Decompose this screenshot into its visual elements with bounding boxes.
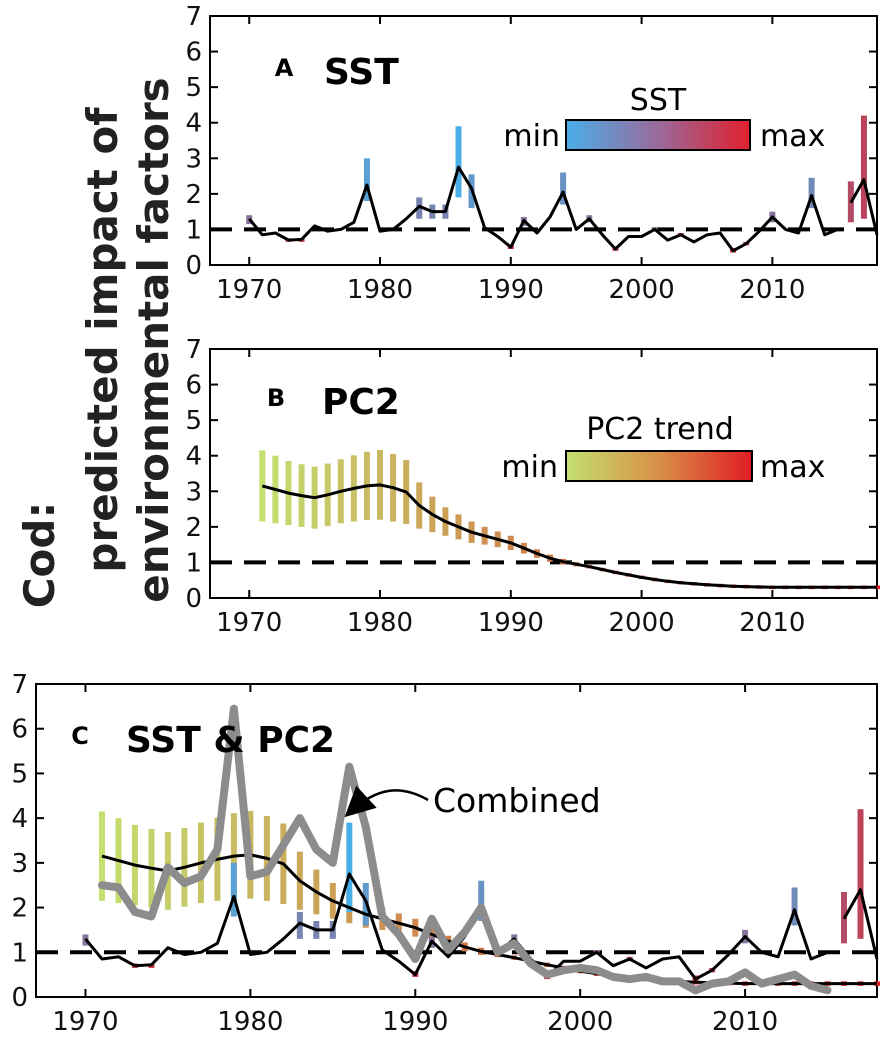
panel-b-letter: B <box>267 384 285 412</box>
panel-b-colorbar-gradient <box>565 450 753 482</box>
combined-line <box>98 704 832 995</box>
sst-uncertainty-bar <box>860 115 867 219</box>
y-tick-label: 1 <box>11 938 28 968</box>
y-tick-label: 1 <box>185 215 202 245</box>
y-tick-label: 2 <box>11 894 28 924</box>
x-tick-label: 2000 <box>609 275 675 305</box>
panel-b-colorbar-min: min <box>501 450 558 485</box>
y-tick-label: 3 <box>185 144 202 174</box>
x-tick-label: 1970 <box>216 608 282 638</box>
panel-b-axes: 0 1 2 3 4 5 6 7 1970 1980 1990 2000 2010 <box>185 335 878 638</box>
y-axis-label-line3: environmental factors <box>129 77 178 602</box>
panel-c-lines <box>84 704 879 995</box>
y-tick-label: 0 <box>185 251 202 281</box>
y-tick-label: 0 <box>185 584 202 614</box>
panel-a-title: SST <box>324 52 399 93</box>
y-tick-label: 2 <box>185 513 202 543</box>
panel-c-axes: 0 1 2 3 4 5 6 7 1970 1980 1990 2000 2010 <box>11 670 878 1037</box>
x-tick-label: 1980 <box>217 1007 283 1037</box>
sst-uncertainty-bar <box>346 822 353 913</box>
y-tick-label: 2 <box>185 180 202 210</box>
y-tick-label: 3 <box>185 477 202 507</box>
y-tick-label: 6 <box>11 715 28 745</box>
panel-c-title: SST & PC2 <box>126 720 335 761</box>
x-tick-label: 2010 <box>739 608 805 638</box>
panel-b-lines <box>261 483 877 589</box>
sst-model-line <box>84 872 829 981</box>
x-tick-label: 2000 <box>547 1007 613 1037</box>
panel-a-axes: 0 1 2 3 4 5 6 7 1970 1980 1990 2000 2010 <box>185 2 878 305</box>
panel-a-colorbar-max: max <box>760 119 825 154</box>
panel-b-colorbar-max: max <box>760 450 825 485</box>
plot-frame <box>209 348 878 599</box>
y-tick-label: 1 <box>185 548 202 578</box>
x-tick-label: 1990 <box>382 1007 448 1037</box>
x-tick-label: 2000 <box>609 608 675 638</box>
x-tick-label: 1980 <box>347 608 413 638</box>
x-tick-label: 1970 <box>52 1007 118 1037</box>
y-tick-label: 5 <box>11 759 28 789</box>
x-tick-label: 1980 <box>347 275 413 305</box>
y-tick-label: 5 <box>185 406 202 436</box>
sst-model-line-tail <box>842 888 879 960</box>
plot-frame <box>209 15 878 266</box>
panel-c-annotation: Combined <box>433 781 601 820</box>
panel-c-letter: C <box>71 722 89 750</box>
panel-a-colorbar-gradient <box>565 119 751 151</box>
panel-b-pc2: 0 1 2 3 4 5 6 7 1970 1980 1990 2000 2010 B PC2 PC2 t… <box>185 335 880 638</box>
sst-uncertainty-bar <box>478 880 485 921</box>
sst-model-line <box>248 165 839 253</box>
y-tick-label: 5 <box>185 73 202 103</box>
sst-uncertainty-bar <box>296 912 303 939</box>
panel-a-colorbar: SST min max <box>503 83 825 154</box>
panel-c-annotation-arrow <box>344 785 429 818</box>
y-tick-label: 0 <box>11 983 28 1013</box>
sst-uncertainty-bar <box>363 158 370 201</box>
panel-b-colorbar-label: PC2 trend <box>586 412 734 447</box>
panel-a-colorbar-min: min <box>503 119 560 154</box>
y-tick-label: 6 <box>185 38 202 68</box>
x-tick-label: 2010 <box>739 275 805 305</box>
y-tick-label: 4 <box>185 109 202 139</box>
sst-uncertainty-bar <box>808 177 815 209</box>
pc2-uncertainty-bar <box>98 811 105 901</box>
sst-uncertainty-bar <box>560 172 567 205</box>
pc2-model-line <box>101 853 877 986</box>
y-tick-label: 6 <box>185 371 202 401</box>
sst-model-line-tail <box>849 178 879 236</box>
panel-a-colorbar-label: SST <box>630 83 687 118</box>
panel-b-title: PC2 <box>322 382 400 423</box>
panel-a-sst: 0 1 2 3 4 5 6 7 1970 1980 1990 2000 2010 A SST SST m… <box>185 2 879 305</box>
panel-c-bars <box>82 809 880 986</box>
y-axis-label-line2: predicted impact of <box>78 107 127 573</box>
x-tick-label: 1990 <box>478 608 544 638</box>
y-tick-label: 7 <box>185 2 202 32</box>
y-tick-label: 3 <box>11 849 28 879</box>
plot-frame <box>35 683 878 998</box>
panel-b-colorbar: PC2 trend min max <box>501 412 825 485</box>
y-tick-label: 7 <box>11 670 28 700</box>
x-tick-label: 2010 <box>712 1007 778 1037</box>
sst-uncertainty-bar <box>230 862 237 917</box>
y-tick-label: 4 <box>11 804 28 834</box>
x-tick-label: 1970 <box>216 275 282 305</box>
x-tick-label: 1990 <box>478 275 544 305</box>
sst-uncertainty-bar <box>857 809 864 939</box>
sst-uncertainty-bar <box>791 887 798 926</box>
y-axis-label: Cod: predicted impact of environmental f… <box>15 77 178 608</box>
panel-a-lines <box>248 165 879 253</box>
panel-c-combined: 0 1 2 3 4 5 6 7 1970 1980 1990 2000 2010 C SST & PC2… <box>11 670 880 1037</box>
y-tick-label: 4 <box>185 442 202 472</box>
pc2-model-line <box>261 483 877 589</box>
y-tick-label: 7 <box>185 335 202 365</box>
y-axis-label-line1: Cod: <box>15 502 64 609</box>
panel-a-letter: A <box>275 54 294 82</box>
sst-uncertainty-bar <box>455 126 462 198</box>
